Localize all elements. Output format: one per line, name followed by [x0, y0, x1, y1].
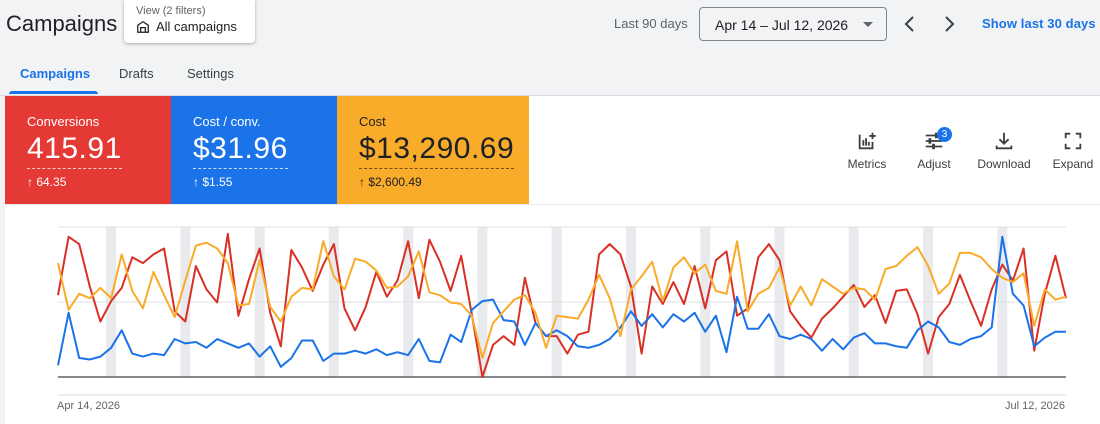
active-tab-indicator — [9, 91, 98, 94]
metric-value: $31.96 — [193, 132, 288, 169]
metric-delta: ↑ $1.55 — [193, 175, 233, 189]
view-filter-value: All campaigns — [136, 19, 255, 34]
x-axis-start-label: Apr 14, 2026 — [57, 400, 120, 412]
series-line-1 — [57, 235, 1066, 368]
series-line-0 — [57, 232, 1067, 378]
date-range-value: Apr 14 – Jul 12, 2026 — [715, 17, 849, 33]
adjust-button[interactable]: 3 Adjust — [904, 127, 964, 171]
metric-label: Cost / conv. — [193, 114, 261, 129]
view-filter-count: View (2 filters) — [136, 5, 206, 17]
performance-line-chart — [57, 226, 1067, 396]
next-period-button[interactable] — [937, 12, 961, 36]
metric-label: Cost — [359, 114, 386, 129]
bar-chart-add-icon — [858, 132, 876, 150]
tab-campaigns[interactable]: Campaigns — [20, 66, 91, 81]
dropdown-arrow-icon — [863, 22, 873, 27]
show-last-30-days-link[interactable]: Show last 30 days — [982, 16, 1096, 31]
adjust-count-badge: 3 — [937, 127, 952, 142]
expand-label: Expand — [1052, 157, 1094, 171]
metrics-label: Metrics — [847, 157, 887, 171]
download-label: Download — [977, 157, 1031, 171]
download-button[interactable]: Download — [974, 130, 1034, 171]
date-range-picker[interactable]: Apr 14 – Jul 12, 2026 — [699, 7, 887, 41]
adjust-label: Adjust — [917, 157, 951, 171]
metrics-button[interactable]: Metrics — [837, 130, 897, 171]
tab-drafts[interactable]: Drafts — [119, 66, 154, 81]
page-title: Campaigns — [6, 11, 118, 36]
metric-value: $13,290.69 — [359, 132, 515, 169]
panel-divider — [5, 204, 1100, 205]
view-filter-selector[interactable]: View (2 filters) All campaigns — [124, 0, 255, 43]
metric-label: Conversions — [27, 114, 100, 129]
metric-delta: ↑ $2,600.49 — [359, 175, 422, 189]
metric-card-cost[interactable]: Cost $13,290.69 ↑ $2,600.49 — [337, 96, 529, 204]
series-line-2 — [57, 240, 1067, 359]
chevron-left-icon — [904, 16, 914, 32]
date-period-label: Last 90 days — [614, 16, 688, 31]
metric-card-conversions[interactable]: Conversions 415.91 ↑ 64.35 — [5, 96, 171, 204]
chevron-right-icon — [945, 16, 955, 32]
download-icon — [995, 132, 1013, 150]
previous-period-button[interactable] — [898, 12, 922, 36]
metric-card-cost-per-conversion[interactable]: Cost / conv. $31.96 ↑ $1.55 — [171, 96, 337, 204]
top-bar: Campaigns View (2 filters) All campaigns… — [0, 0, 1100, 96]
store-icon — [137, 20, 149, 33]
tab-settings[interactable]: Settings — [187, 66, 234, 81]
metric-delta: ↑ 64.35 — [27, 175, 67, 189]
view-filter-label: All campaigns — [156, 19, 237, 34]
expand-button[interactable]: Expand — [1043, 130, 1100, 171]
metric-value: 415.91 — [27, 132, 122, 169]
fullscreen-icon — [1064, 132, 1082, 150]
x-axis-end-label: Jul 12, 2026 — [1005, 400, 1065, 412]
